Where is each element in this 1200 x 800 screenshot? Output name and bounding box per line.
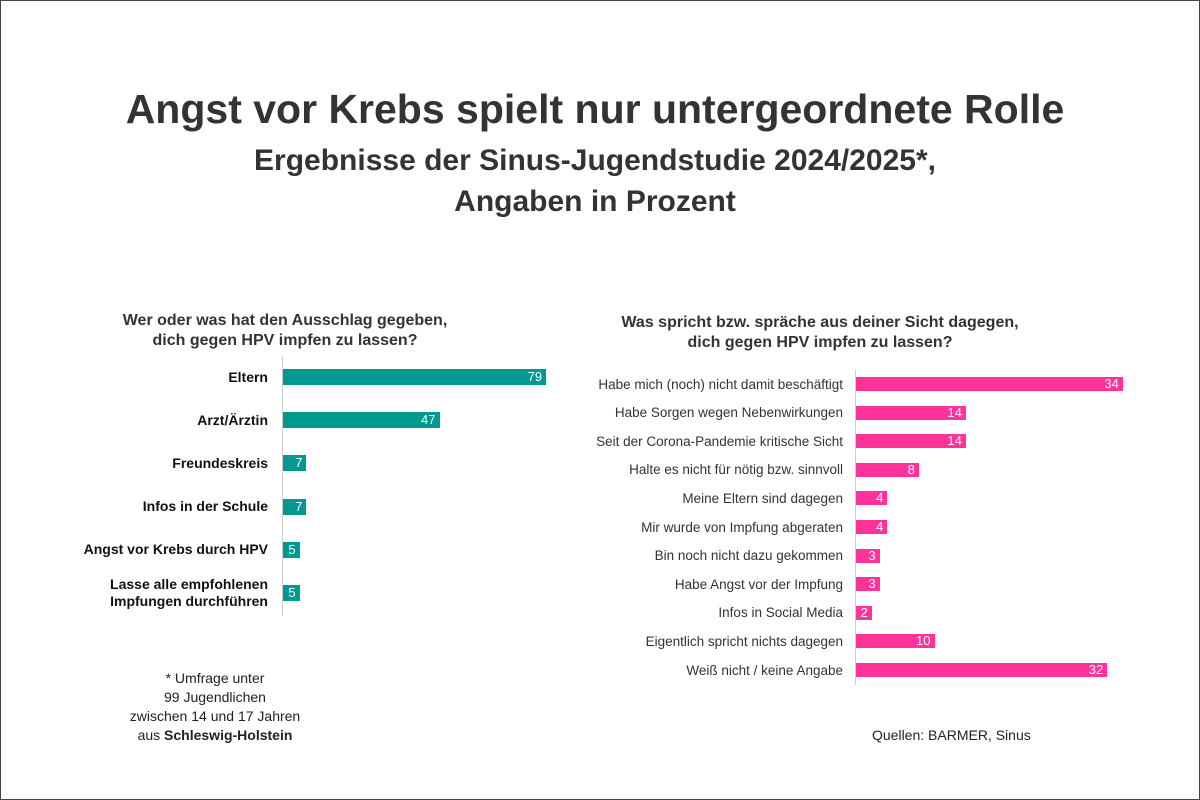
data-label: 8 bbox=[907, 461, 915, 477]
data-label: 2 bbox=[860, 604, 868, 620]
data-label: 47 bbox=[421, 412, 436, 428]
bar: 4 bbox=[856, 519, 888, 534]
bar: 7 bbox=[283, 498, 307, 515]
right-chart-title-line2: dich gegen HPV impfen zu lassen? bbox=[687, 334, 953, 351]
data-label: 3 bbox=[868, 547, 876, 563]
bar: 3 bbox=[856, 576, 880, 592]
category-label: Lasse alle empfohlenen Impfungen durchfü… bbox=[110, 576, 268, 609]
subtitle-line1: Ergebnisse der Sinus-Jugendstudie 2024/2… bbox=[254, 144, 936, 177]
bar: 10 bbox=[856, 633, 935, 649]
data-label: 10 bbox=[916, 633, 931, 649]
bar: 5 bbox=[283, 541, 300, 558]
page-subtitle: Ergebnisse der Sinus-Jugendstudie 2024/2… bbox=[0, 140, 1190, 222]
category-label: Weiß nicht / keine Angabe bbox=[686, 662, 843, 678]
right-chart-title: Was spricht bzw. spräche aus deiner Sich… bbox=[570, 313, 1070, 353]
data-label: 14 bbox=[947, 433, 962, 449]
left-chart-title: Wer oder was hat den Ausschlag gegeben, … bbox=[60, 311, 510, 351]
bar: 32 bbox=[856, 662, 1108, 677]
category-label: Infos in Social Media bbox=[718, 605, 843, 621]
category-label: Habe Sorgen wegen Nebenwirkungen bbox=[614, 405, 843, 421]
data-label: 5 bbox=[288, 541, 296, 557]
category-label: Mir wurde von Impfung abgeraten bbox=[641, 519, 843, 535]
left-chart-title-line1: Wer oder was hat den Ausschlag gegeben, bbox=[122, 312, 448, 329]
right-chart-title-line1: Was spricht bzw. spräche aus deiner Sich… bbox=[621, 314, 1019, 331]
category-label: Eltern bbox=[228, 368, 268, 385]
right-axis bbox=[855, 370, 856, 685]
data-label: 4 bbox=[876, 490, 884, 506]
footnote: * Umfrage unter 99 Jugendlichen zwischen… bbox=[100, 669, 330, 745]
category-label: Angst vor Krebs durch HPV bbox=[83, 541, 268, 558]
page-title: Angst vor Krebs spielt nur untergeordnet… bbox=[125, 86, 1065, 132]
category-label: Freundeskreis bbox=[172, 454, 268, 471]
footnote-line1: * Umfrage unter bbox=[165, 670, 265, 686]
data-label: 4 bbox=[876, 519, 884, 534]
bar: 14 bbox=[856, 404, 966, 420]
category-label: Infos in der Schule bbox=[142, 498, 268, 515]
category-label: Habe mich (noch) nicht damit beschäftigt bbox=[598, 376, 843, 392]
category-label: Seit der Corona-Pandemie kritische Sicht bbox=[596, 433, 843, 449]
bar: 5 bbox=[283, 585, 300, 601]
bar: 34 bbox=[856, 377, 1123, 391]
data-label: 32 bbox=[1088, 662, 1104, 677]
source: Quellen: BARMER, Sinus bbox=[872, 727, 1031, 743]
category-label: Halte es nicht für nötig bzw. sinnvoll bbox=[629, 462, 843, 478]
category-label: Habe Angst vor der Impfung bbox=[674, 576, 843, 592]
data-label: 79 bbox=[527, 369, 543, 384]
data-label: 7 bbox=[295, 455, 303, 471]
bar: 7 bbox=[283, 455, 307, 472]
left-chart-title-line2: dich gegen HPV impfen zu lassen? bbox=[152, 332, 418, 349]
category-label: Meine Eltern sind dagegen bbox=[682, 490, 843, 506]
data-label: 5 bbox=[288, 585, 296, 600]
footnote-region: Schleswig-Holstein bbox=[164, 727, 293, 743]
footnote-line2: 99 Jugendlichen bbox=[164, 689, 266, 705]
category-label: Eigentlich spricht nichts dagegen bbox=[645, 633, 843, 649]
footnote-line4: aus Schleswig-Holstein bbox=[100, 726, 330, 745]
bar: 3 bbox=[856, 547, 880, 563]
footnote-prefix: aus bbox=[137, 727, 165, 743]
left-axis bbox=[282, 356, 283, 616]
data-label: 14 bbox=[947, 404, 962, 420]
bar: 14 bbox=[856, 433, 966, 449]
data-label: 34 bbox=[1104, 376, 1119, 391]
bar: 2 bbox=[856, 604, 872, 620]
data-label: 7 bbox=[295, 498, 303, 514]
category-label: Arzt/Ärztin bbox=[197, 411, 268, 428]
data-label: 3 bbox=[868, 576, 876, 592]
subtitle-line2: Angaben in Prozent bbox=[454, 185, 736, 218]
bar: 79 bbox=[283, 369, 547, 385]
bar: 47 bbox=[283, 412, 440, 429]
bar: 4 bbox=[856, 490, 888, 506]
footnote-line3: zwischen 14 und 17 Jahren bbox=[129, 708, 301, 724]
category-label: Bin noch nicht dazu gekommen bbox=[654, 548, 843, 564]
bar: 8 bbox=[856, 461, 919, 477]
